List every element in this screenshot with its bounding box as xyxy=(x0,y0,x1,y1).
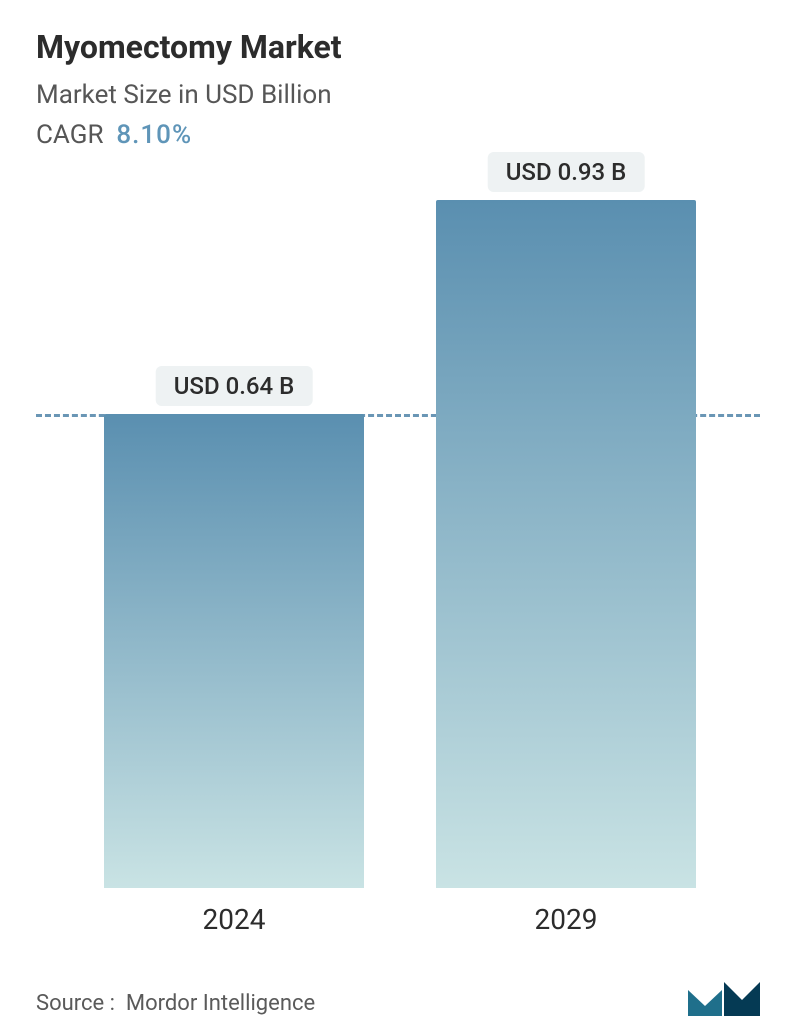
chart-subtitle: Market Size in USD Billion xyxy=(36,80,760,110)
source-name: Mordor Intelligence xyxy=(126,991,315,1016)
value-label-2024: USD 0.64 B xyxy=(156,366,313,406)
source-text: Source : Mordor Intelligence xyxy=(36,991,315,1016)
bar-2024 xyxy=(104,414,364,888)
source-label: Source : xyxy=(36,991,115,1016)
chart-title: Myomectomy Market xyxy=(36,28,760,66)
brand-logo-icon xyxy=(688,972,760,1016)
cagr-value: 8.10% xyxy=(116,120,192,150)
chart-plot-area: USD 0.64 B2024USD 0.93 B2029 xyxy=(36,200,760,940)
chart-footer: Source : Mordor Intelligence xyxy=(36,972,760,1016)
value-label-2029: USD 0.93 B xyxy=(488,152,645,192)
cagr-label: CAGR xyxy=(36,120,103,150)
cagr-line: CAGR 8.10% xyxy=(36,120,760,150)
bar-2029 xyxy=(436,200,696,888)
year-label-2029: 2029 xyxy=(535,903,598,936)
chart-container: Myomectomy Market Market Size in USD Bil… xyxy=(0,0,796,1034)
year-label-2024: 2024 xyxy=(203,903,266,936)
bar-group-2024: USD 0.64 B2024 xyxy=(104,414,364,888)
bar-group-2029: USD 0.93 B2029 xyxy=(436,200,696,888)
